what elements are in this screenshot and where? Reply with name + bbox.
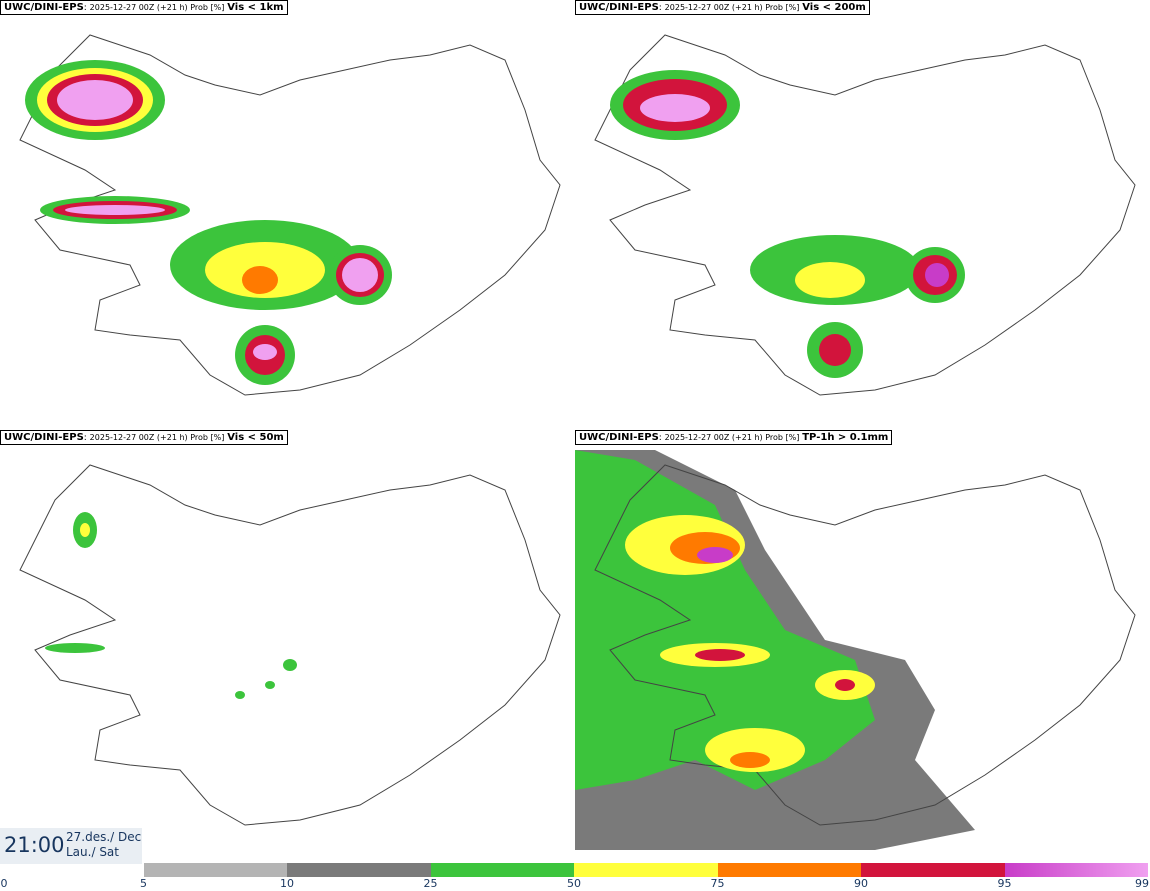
legend-tick: 0 <box>0 877 8 890</box>
map-panel-vis-1km: UWC/DINI-EPS: 2025-12-27 00Z (+21 h) Pro… <box>0 0 575 430</box>
legend-swatch <box>861 863 1005 877</box>
variable-name: Vis < 1km <box>227 2 284 13</box>
run-info: 2025-12-27 00Z (+21 h) Prob [%] <box>664 3 800 12</box>
map-panel-vis-50m: UWC/DINI-EPS: 2025-12-27 00Z (+21 h) Pro… <box>0 430 575 860</box>
model-name: UWC/DINI-EPS <box>4 2 84 13</box>
legend-swatch <box>1004 863 1148 877</box>
iceland-map <box>594 34 1136 396</box>
model-name: UWC/DINI-EPS <box>579 2 659 13</box>
date-line-2: Lau./ Sat <box>66 845 119 859</box>
panel-title: UWC/DINI-EPS: 2025-12-27 00Z (+21 h) Pro… <box>575 0 870 15</box>
map-panel-vis-200m: UWC/DINI-EPS: 2025-12-27 00Z (+21 h) Pro… <box>575 0 1150 430</box>
legend-tick: 90 <box>854 877 868 890</box>
variable-name: Vis < 200m <box>802 2 866 13</box>
iceland-map <box>575 450 1136 850</box>
run-info: 2025-12-27 00Z (+21 h) Prob [%] <box>89 433 225 442</box>
model-name: UWC/DINI-EPS <box>4 432 84 443</box>
panel-title: UWC/DINI-EPS: 2025-12-27 00Z (+21 h) Pro… <box>0 0 288 15</box>
valid-time-box: 21:00 27.des./ Dec Lau./ Sat <box>0 828 142 864</box>
legend-tick: 75 <box>710 877 725 890</box>
prob-contours <box>25 60 392 385</box>
valid-time: 21:00 <box>4 833 65 857</box>
panel-title: UWC/DINI-EPS: 2025-12-27 00Z (+21 h) Pro… <box>575 430 893 445</box>
legend-tick: 99 <box>1135 877 1149 890</box>
date-line-1: 27.des./ Dec <box>66 830 142 844</box>
variable-name: TP-1h > 0.1mm <box>802 432 889 443</box>
legend-swatch <box>574 863 718 877</box>
iceland-map <box>19 34 561 396</box>
legend-swatch <box>287 863 431 877</box>
legend-tick: 25 <box>423 877 438 890</box>
map-panel-precip: UWC/DINI-EPS: 2025-12-27 00Z (+21 h) Pro… <box>575 430 1150 860</box>
legend-tick: 50 <box>567 877 581 890</box>
legend-tick: 95 <box>997 877 1012 890</box>
prob-contours <box>610 70 965 378</box>
legend-swatch <box>143 863 287 877</box>
variable-name: Vis < 50m <box>227 432 284 443</box>
panel-title: UWC/DINI-EPS: 2025-12-27 00Z (+21 h) Pro… <box>0 430 288 445</box>
iceland-map <box>19 464 561 826</box>
legend-tick: 10 <box>280 877 294 890</box>
run-info: 2025-12-27 00Z (+21 h) Prob [%] <box>664 433 800 442</box>
prob-contours <box>625 515 875 772</box>
color-legend: 0 5 10 25 50 75 90 95 99 <box>0 862 1150 891</box>
prob-contours <box>45 512 297 699</box>
run-info: 2025-12-27 00Z (+21 h) Prob [%] <box>89 3 225 12</box>
legend-swatch <box>430 863 574 877</box>
model-name: UWC/DINI-EPS <box>579 432 659 443</box>
legend-tick: 5 <box>140 877 147 890</box>
valid-date: 27.des./ Dec Lau./ Sat <box>66 830 141 860</box>
legend-swatch <box>717 863 861 877</box>
